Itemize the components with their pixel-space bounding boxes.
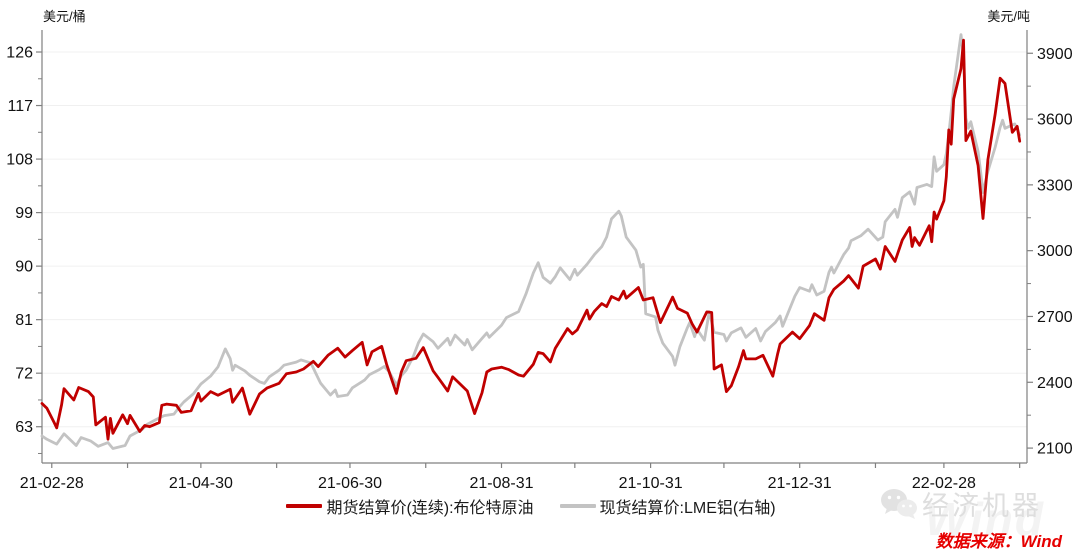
x-axis-tick-label: 21-04-30 (169, 475, 233, 492)
brand-watermark: 经济机器 (880, 484, 1042, 523)
x-axis-tick-label: 21-12-31 (768, 475, 832, 492)
y-axis-tick-label: 126 (6, 45, 33, 62)
legend-label-lme-aluminum: 现货结算价:LME铝(右轴) (599, 500, 776, 517)
legend-label-brent-futures: 期货结算价(连续):布伦特原油 (326, 500, 534, 517)
wechat-icon (881, 488, 917, 519)
y2-axis-tick-label: 3000 (1037, 243, 1073, 260)
wind-watermark: Wind (925, 493, 1045, 545)
y2-axis-tick-label: 2700 (1037, 309, 1073, 326)
series-line-lme-aluminum (40, 33, 1022, 450)
left-axis-unit: 美元/桶 (43, 9, 86, 24)
y-axis-tick-label: 72 (15, 366, 33, 383)
legend-item-lme-aluminum: 现货结算价:LME铝(右轴) (559, 494, 776, 518)
y-axis-tick-label: 90 (15, 259, 33, 276)
legend-item-brent-futures: 期货结算价(连续):布伦特原油 (286, 494, 534, 518)
y2-axis-tick-label: 3900 (1037, 46, 1073, 63)
y-axis-tick-label: 117 (7, 98, 33, 115)
brent-line-swatch (286, 504, 323, 508)
data-source-label: 数据来源：Wind (935, 532, 1062, 550)
x-axis-tick-label: 21-08-31 (469, 475, 533, 492)
y2-axis-tick-label: 3600 (1037, 112, 1073, 129)
series-line-brent-futures (40, 38, 1022, 441)
y2-axis-tick-label: 2400 (1037, 375, 1073, 392)
legend: 期货结算价(连续):布伦特原油 现货结算价:LME铝(右轴) (0, 494, 1062, 518)
x-axis-tick-label: 22-02-28 (912, 475, 976, 492)
brand-name: 经济机器 (922, 491, 1042, 521)
right-axis-unit: 美元/吨 (987, 9, 1030, 24)
y-axis-tick-label: 63 (15, 419, 33, 436)
y-axis-tick-label: 108 (6, 152, 33, 169)
lme-aluminum-line-swatch (559, 504, 596, 508)
x-axis-tick-label: 21-10-31 (619, 475, 683, 492)
y2-axis-tick-label: 2100 (1037, 441, 1073, 458)
x-axis-tick-label: 21-06-30 (318, 475, 382, 492)
y-axis-tick-label: 81 (15, 312, 33, 329)
y2-axis-tick-label: 3300 (1037, 177, 1073, 194)
y-axis-tick-label: 99 (15, 205, 33, 222)
x-axis-tick-label: 21-02-28 (20, 475, 84, 492)
